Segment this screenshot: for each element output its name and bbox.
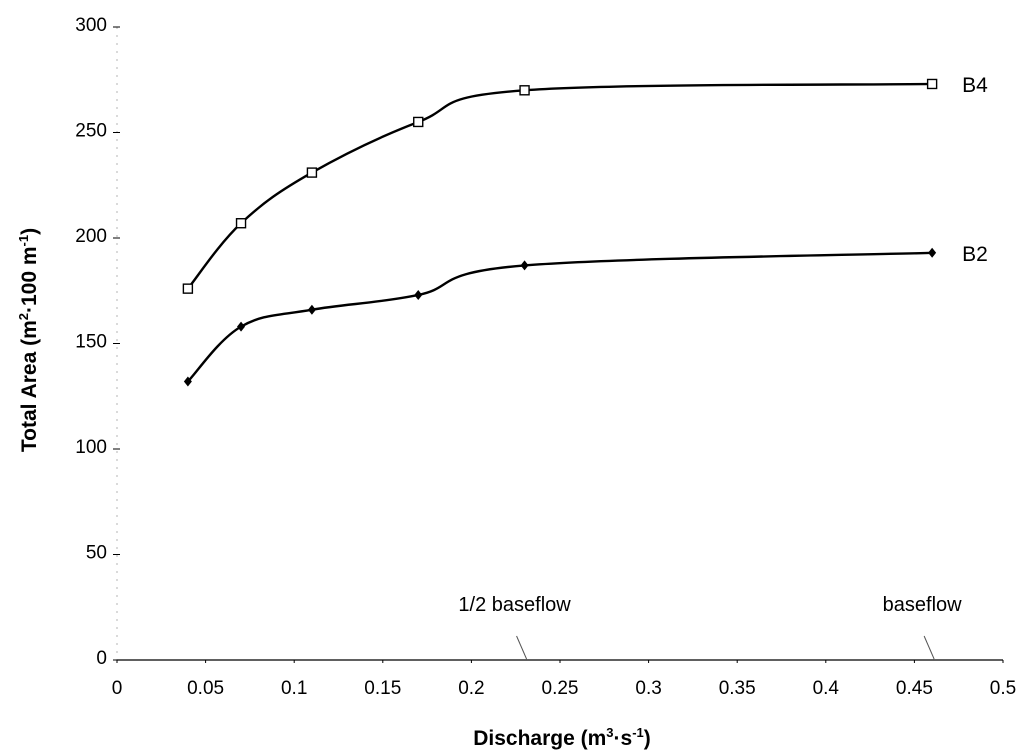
x-tick-label: 0.1 xyxy=(281,678,307,699)
x-tick-label: 0.2 xyxy=(458,678,484,699)
series-b4: B4 xyxy=(182,74,988,294)
x-tick-label: 0.4 xyxy=(813,678,840,699)
series-b2: B2 xyxy=(183,243,988,387)
series-line xyxy=(187,251,933,383)
annotations: 1/2 baseflow baseflow xyxy=(458,594,962,660)
y-tick-label: 0 xyxy=(96,648,107,669)
annotation-label: 1/2 baseflow xyxy=(458,594,571,616)
y-axis-label: Total Area (m2·100 m-1) xyxy=(16,228,41,452)
data-point-diamond xyxy=(307,304,316,315)
x-tick-label: 0.15 xyxy=(364,678,401,699)
x-tick-label: 0.05 xyxy=(187,678,224,699)
data-point-square xyxy=(182,283,194,294)
y-tick-label: 250 xyxy=(75,121,107,142)
series-label: B4 xyxy=(962,74,988,97)
x-axis-label: Discharge (m3·s-1) xyxy=(473,725,651,750)
data-point-diamond xyxy=(237,321,246,332)
annotation: 1/2 baseflow xyxy=(458,594,571,660)
data-point-diamond xyxy=(414,289,423,300)
data-point-square xyxy=(519,85,530,96)
series-layer: B4 B2 xyxy=(182,74,988,387)
x-tick-label: 0.35 xyxy=(719,678,756,699)
x-axis-ticks: 0 0.05 0.1 0.15 0.2 0.25 0.3 0.35 0.4 0.45 0.5 xyxy=(112,660,1016,699)
x-tick-label: 0 xyxy=(112,678,123,699)
y-tick-label: 200 xyxy=(75,226,107,247)
data-point-diamond xyxy=(520,260,529,271)
data-point-square xyxy=(235,218,247,229)
y-tick-label: 50 xyxy=(86,543,107,564)
x-tick-label: 0.25 xyxy=(542,678,579,699)
annotation-label: baseflow xyxy=(883,594,962,616)
data-point-square xyxy=(413,116,424,128)
y-axis-ticks: 0 50 100 150 200 250 300 xyxy=(75,15,120,669)
data-point-diamond xyxy=(928,247,937,258)
data-point-square xyxy=(306,167,318,178)
series-label: B2 xyxy=(962,243,988,266)
annotation: baseflow xyxy=(883,594,962,660)
annotation-arrow xyxy=(516,635,528,660)
axes xyxy=(116,27,1003,661)
data-point-diamond xyxy=(183,376,192,387)
y-tick-label: 150 xyxy=(75,332,107,353)
x-tick-label: 0.45 xyxy=(896,678,933,699)
data-point-square xyxy=(926,78,938,90)
y-tick-label: 300 xyxy=(75,15,107,36)
series-line xyxy=(186,82,933,290)
annotation-arrow xyxy=(923,635,935,660)
x-tick-label: 0.5 xyxy=(990,678,1016,699)
x-tick-label: 0.3 xyxy=(635,678,661,699)
y-tick-label: 100 xyxy=(75,437,107,458)
